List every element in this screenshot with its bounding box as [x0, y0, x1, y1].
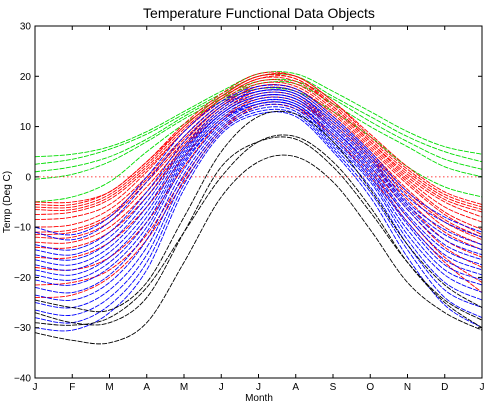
temperature-curve-1 — [34, 71, 483, 158]
temperature-curve-19 — [34, 96, 483, 271]
x-tick-label-4: M — [180, 382, 188, 393]
temperature-curve-33 — [34, 101, 483, 301]
y-tick-label-6: 20 — [20, 72, 32, 83]
x-tick-label-1: F — [69, 382, 75, 393]
temperature-curve-22 — [34, 84, 483, 236]
x-tick-label-2: M — [105, 382, 113, 393]
temperature-curve-14 — [34, 84, 483, 238]
temperature-curve-34 — [34, 103, 483, 309]
temperature-curve-26 — [34, 91, 483, 261]
temperature-curve-30 — [34, 99, 483, 281]
temperature-curve-40 — [34, 134, 483, 329]
temperature-curve-28 — [34, 94, 483, 271]
temperature-curve-36 — [34, 108, 483, 324]
x-axis-label: Month — [245, 393, 273, 404]
temperature-curve-25 — [34, 89, 483, 256]
temperature-curve-6 — [34, 73, 483, 205]
y-tick-label-5: 10 — [20, 122, 32, 133]
temperature-curve-31 — [34, 98, 483, 286]
x-tick-label-3: A — [143, 382, 150, 393]
y-tick-label-1: −30 — [14, 323, 31, 334]
y-tick-label-4: 0 — [25, 172, 31, 183]
temperature-curve-15 — [34, 86, 483, 241]
x-tick-label-6: J — [256, 382, 261, 393]
temperature-curve-20 — [34, 101, 483, 286]
x-tick-label-9: O — [366, 382, 374, 393]
temperature-curve-35 — [34, 106, 483, 317]
temperature-curve-3 — [34, 78, 483, 173]
temperature-curve-11 — [34, 79, 483, 223]
x-tick-label-0: J — [33, 382, 38, 393]
chart-title: Temperature Functional Data Objects — [143, 5, 375, 21]
temperature-curve-7 — [34, 71, 483, 208]
y-axis-ticks: −40 −30 −20 −10 0 10 20 30 — [14, 22, 482, 385]
y-tick-label-7: 30 — [20, 22, 32, 33]
y-tick-label-2: −20 — [14, 273, 31, 284]
temperature-curve-23 — [34, 86, 483, 241]
x-tick-label-5: J — [219, 382, 224, 393]
curves-layer — [34, 71, 483, 345]
temperature-curve-37 — [34, 111, 483, 332]
temperature-curve-32 — [34, 101, 483, 294]
x-tick-label-12: J — [480, 382, 485, 393]
temperature-curve-38 — [34, 110, 483, 313]
y-axis-label: Temp (Deg C) — [2, 171, 13, 233]
temperature-curve-12 — [34, 81, 483, 231]
x-tick-label-10: N — [404, 382, 411, 393]
temperature-curve-8 — [34, 74, 483, 210]
y-tick-label-0: −40 — [14, 374, 31, 385]
x-tick-label-7: A — [292, 382, 299, 393]
x-tick-label-8: S — [330, 382, 337, 393]
temperature-curve-41 — [34, 154, 483, 345]
temperature-curve-29 — [34, 96, 483, 276]
y-tick-label-3: −10 — [14, 223, 31, 234]
x-tick-label-11: D — [441, 382, 448, 393]
